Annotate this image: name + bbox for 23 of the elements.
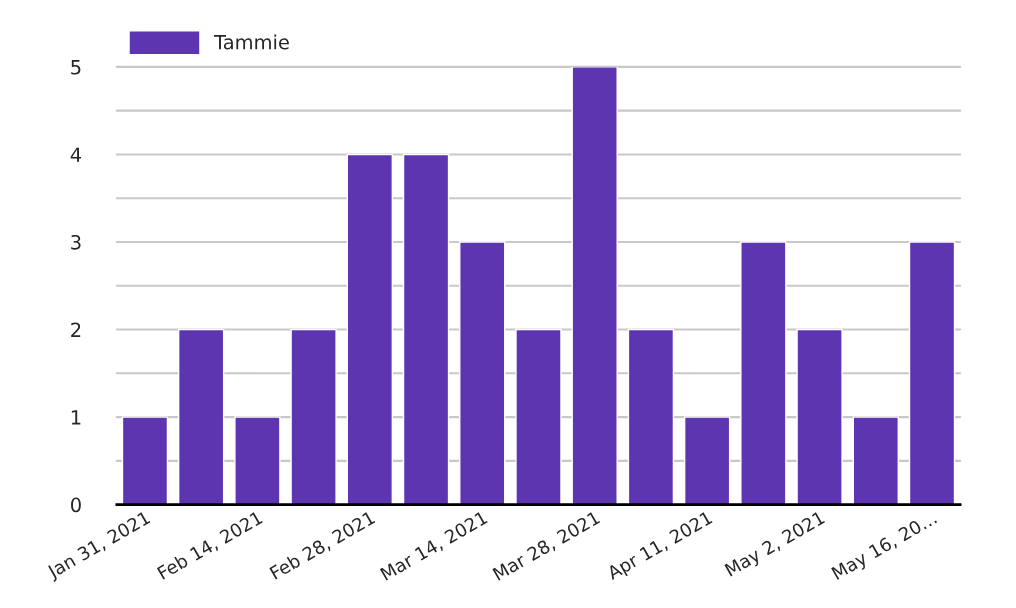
bar <box>571 66 618 505</box>
bar <box>290 328 337 505</box>
bar <box>346 153 394 505</box>
bar <box>402 153 450 505</box>
y-tick-label: 2 <box>71 322 81 337</box>
y-tick-label: 1 <box>71 410 81 425</box>
bar <box>740 241 787 505</box>
bar <box>627 328 675 505</box>
bar <box>234 416 281 505</box>
y-tick-label: 5 <box>71 60 81 75</box>
bar <box>683 416 731 505</box>
y-tick-label: 0 <box>71 497 81 513</box>
bar <box>121 416 169 505</box>
bar <box>515 328 562 505</box>
legend-label: Tammie <box>214 34 289 50</box>
y-tick-label: 3 <box>71 234 81 250</box>
bar <box>177 328 225 505</box>
x-tick-label: May 16, 20… <box>831 510 939 584</box>
bar <box>908 241 956 505</box>
bar <box>796 328 843 505</box>
bar <box>852 416 899 505</box>
bar <box>459 241 506 505</box>
y-tick-label: 4 <box>70 147 82 162</box>
